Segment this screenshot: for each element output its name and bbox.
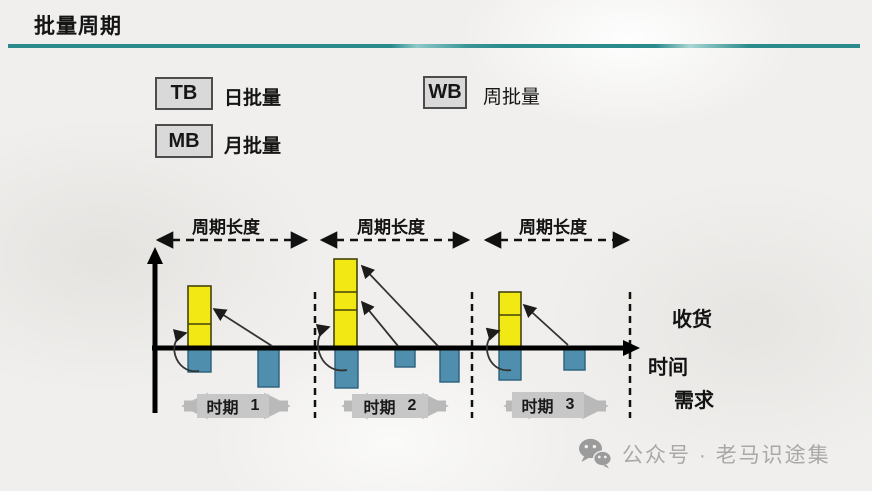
carryover-loop-arrow-period2 bbox=[315, 323, 348, 372]
watermark-text: 公众号 · 老马识途集 bbox=[622, 443, 831, 467]
page-title: 批量周期 bbox=[34, 15, 122, 38]
receipt-bar-period2 bbox=[333, 258, 358, 349]
pointer-arrow-period2-b bbox=[360, 264, 439, 347]
axis-label-receipt: 收货 bbox=[672, 309, 712, 331]
value-axis-arrowhead bbox=[147, 247, 163, 264]
demand-bar-period1-a bbox=[187, 347, 212, 373]
legend-label-monthly: 月批量 bbox=[224, 136, 282, 157]
demand-bar-period2-b bbox=[394, 347, 416, 368]
period-number: 1 bbox=[250, 397, 260, 414]
period-banner-1: 时期 1 bbox=[197, 394, 269, 418]
period-number: 3 bbox=[565, 396, 575, 413]
period-label: 时期 bbox=[363, 400, 396, 417]
carryover-loop-arrow-period3 bbox=[485, 327, 512, 371]
pointer-arrow-period2-a bbox=[360, 300, 399, 347]
legend-label-daily: 日批量 bbox=[224, 88, 282, 109]
pointer-arrow-period1 bbox=[212, 308, 273, 347]
title-underline bbox=[8, 44, 860, 48]
legend-code-monthly: MB bbox=[168, 129, 200, 152]
axis-label-time: 时间 bbox=[648, 357, 688, 379]
cycle-length-label-1: 周期长度 bbox=[192, 218, 260, 237]
demand-bar-period1-b bbox=[257, 347, 280, 388]
legend-box-monthly: MB bbox=[155, 124, 213, 158]
demand-bar-period2-a bbox=[334, 347, 359, 389]
demand-bar-period2-c bbox=[439, 347, 460, 383]
period-number: 2 bbox=[407, 397, 417, 414]
legend-code-weekly: WB bbox=[428, 81, 462, 103]
legend-label-weekly: 周批量 bbox=[483, 87, 541, 108]
period-banner-2: 时期 2 bbox=[352, 394, 428, 418]
period-label: 时期 bbox=[521, 399, 554, 416]
watermark: 公众号 · 老马识途集 bbox=[578, 438, 831, 469]
period-banner-3: 时期 3 bbox=[512, 392, 584, 418]
receipt-bar-period1 bbox=[187, 285, 212, 349]
cycle-length-label-3: 周期长度 bbox=[519, 218, 587, 237]
demand-bar-period3-a bbox=[498, 347, 522, 381]
demand-bar-period3-b bbox=[563, 347, 586, 371]
receipt-bar-period3 bbox=[498, 291, 522, 349]
period-label: 时期 bbox=[206, 400, 239, 417]
axis-label-demand: 需求 bbox=[674, 390, 714, 412]
wechat-icon bbox=[579, 438, 612, 469]
pointer-arrow-period3 bbox=[522, 303, 569, 346]
legend-box-daily: TB bbox=[155, 77, 213, 110]
cycle-length-label-2: 周期长度 bbox=[357, 218, 425, 237]
time-axis-arrowhead bbox=[623, 340, 640, 356]
legend-box-weekly: WB bbox=[423, 76, 467, 109]
carryover-loop-arrow-period1 bbox=[172, 329, 200, 372]
legend-code-daily: TB bbox=[170, 82, 198, 104]
